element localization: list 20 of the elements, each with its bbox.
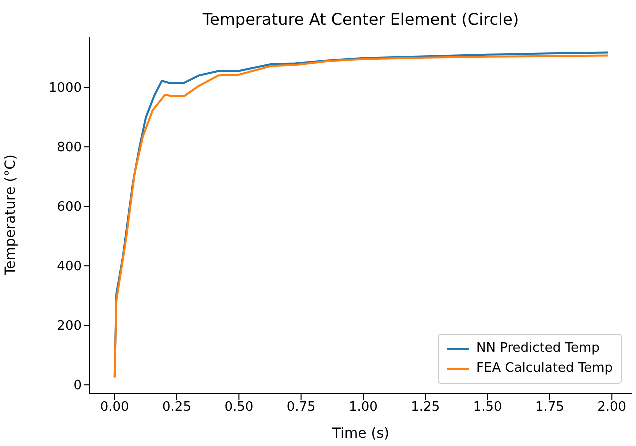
y-axis-title: Temperature (°C) [2,154,19,276]
x-tick-label: 1.25 [411,400,440,416]
x-axis-title: Time (s) [332,426,390,442]
x-tick-label: 1.00 [349,400,378,416]
y-tick-label: 400 [57,260,82,275]
x-tick-label: 0.50 [224,400,254,416]
x-tick-label: 0.25 [162,400,192,416]
legend-label: NN Predicted Temp [476,340,600,358]
y-tick-label: 800 [57,140,82,156]
legend-label: FEA Calculated Temp [476,360,613,378]
x-tick-label: 0.75 [286,400,316,416]
y-tick-label: 600 [57,200,82,216]
x-tick-label: 1.50 [473,400,502,416]
x-tick-label: 0.00 [100,400,130,416]
y-tick-label: 200 [57,319,82,334]
y-tick-label: 1000 [48,81,82,96]
x-tick-label: 1.75 [535,400,564,416]
chart-title: Temperature At Center Element (Circle) [202,10,520,29]
x-tick-label: 2.00 [598,400,627,416]
y-tick-label: 0 [74,378,82,394]
